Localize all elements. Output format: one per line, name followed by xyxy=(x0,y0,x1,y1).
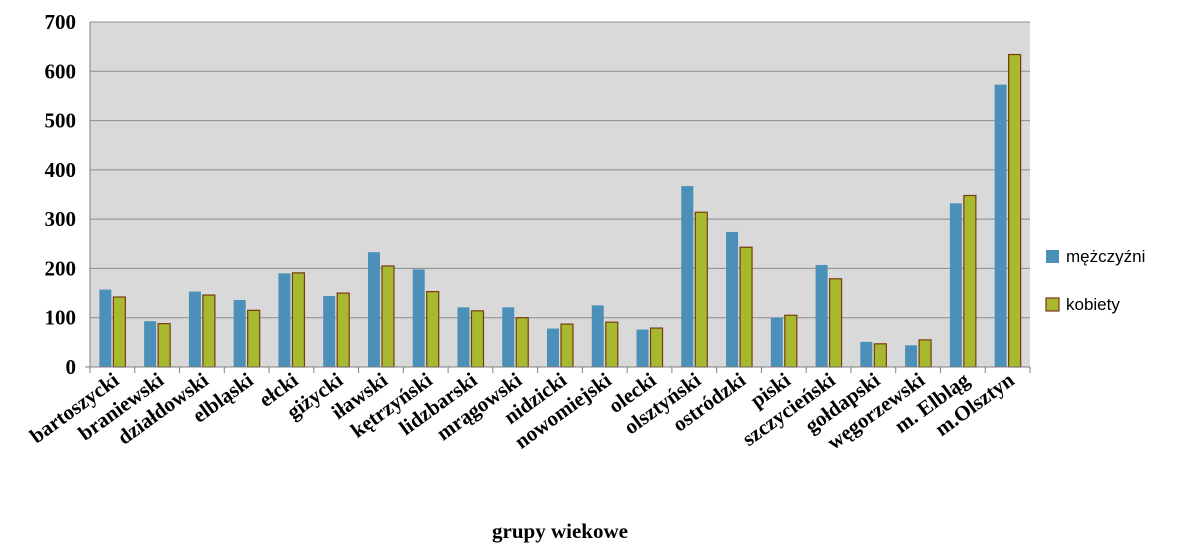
bar-mezczyzni-5 xyxy=(323,296,336,367)
bar-mezczyzni-20 xyxy=(994,84,1007,367)
y-tick-label: 700 xyxy=(45,10,77,34)
bar-mezczyzni-17 xyxy=(860,341,873,367)
bar-kobiety-15 xyxy=(784,314,798,368)
bar-mezczyzni-13 xyxy=(681,186,694,367)
y-tick-label: 600 xyxy=(45,59,77,83)
bar-kobiety-6 xyxy=(381,265,395,368)
bar-kobiety-0 xyxy=(112,296,126,368)
bar-mezczyzni-4 xyxy=(278,273,291,367)
y-tick-label: 500 xyxy=(45,109,77,133)
bar-kobiety-10 xyxy=(560,323,574,368)
bar-mezczyzni-14 xyxy=(726,231,739,367)
bar-kobiety-16 xyxy=(828,278,843,368)
x-tick-labels: bartoszyckibraniewskidziałdowskielbląski… xyxy=(25,367,1019,454)
gridlines xyxy=(90,21,1030,319)
y-tick-labels: 0 100 200 300 400 500 600 700 xyxy=(45,10,77,379)
bars xyxy=(99,53,1022,368)
bar-mezczyzni-10 xyxy=(547,328,559,367)
bar-mezczyzni-18 xyxy=(905,345,918,367)
bar-kobiety-18 xyxy=(918,339,932,368)
bar-kobiety-19 xyxy=(963,194,977,368)
bar-mezczyzni-15 xyxy=(770,317,783,367)
bar-mezczyzni-19 xyxy=(949,203,962,367)
bar-kobiety-2 xyxy=(202,294,216,368)
bar-kobiety-4 xyxy=(291,272,306,368)
legend-label: mężczyźni xyxy=(1066,247,1145,266)
bar-kobiety-9 xyxy=(515,317,529,368)
y-tick-label: 200 xyxy=(45,256,77,280)
bar-kobiety-11 xyxy=(605,321,619,368)
bar-mezczyzni-9 xyxy=(502,307,515,367)
bar-kobiety-20 xyxy=(1008,53,1022,368)
bar-kobiety-3 xyxy=(247,309,261,368)
bar-mezczyzni-12 xyxy=(636,329,649,367)
legend-swatch-kobiety xyxy=(1045,297,1060,312)
bar-mezczyzni-6 xyxy=(367,252,380,367)
bar-kobiety-12 xyxy=(649,327,664,368)
y-tick-label: 100 xyxy=(45,306,77,330)
y-tick-label: 0 xyxy=(66,355,77,379)
bar-kobiety-17 xyxy=(873,343,887,368)
plot-area xyxy=(90,22,1030,367)
bar-kobiety-13 xyxy=(694,211,708,368)
bar-mezczyzni-2 xyxy=(188,291,201,367)
bar-mezczyzni-11 xyxy=(591,305,604,367)
legend: mężczyźni kobiety xyxy=(1045,247,1145,314)
bar-mezczyzni-3 xyxy=(233,299,246,367)
y-tick-label: 400 xyxy=(45,158,77,182)
axes xyxy=(85,22,1031,373)
bar-kobiety-7 xyxy=(426,290,440,368)
bar-kobiety-5 xyxy=(336,292,350,368)
bar-mezczyzni-0 xyxy=(99,289,112,367)
bar-kobiety-14 xyxy=(739,246,753,368)
bar-mezczyzni-16 xyxy=(815,264,828,367)
bar-kobiety-8 xyxy=(470,310,485,368)
bar-kobiety-1 xyxy=(157,323,171,368)
bar-mezczyzni-8 xyxy=(457,307,470,367)
bar-mezczyzni-7 xyxy=(412,269,425,367)
bar-mezczyzni-1 xyxy=(144,321,157,367)
legend-swatch-mezczyzni xyxy=(1046,250,1059,263)
x-axis-label: grupy wiekowe xyxy=(492,519,628,543)
legend-label: kobiety xyxy=(1066,295,1120,314)
y-tick-label: 300 xyxy=(45,207,77,231)
